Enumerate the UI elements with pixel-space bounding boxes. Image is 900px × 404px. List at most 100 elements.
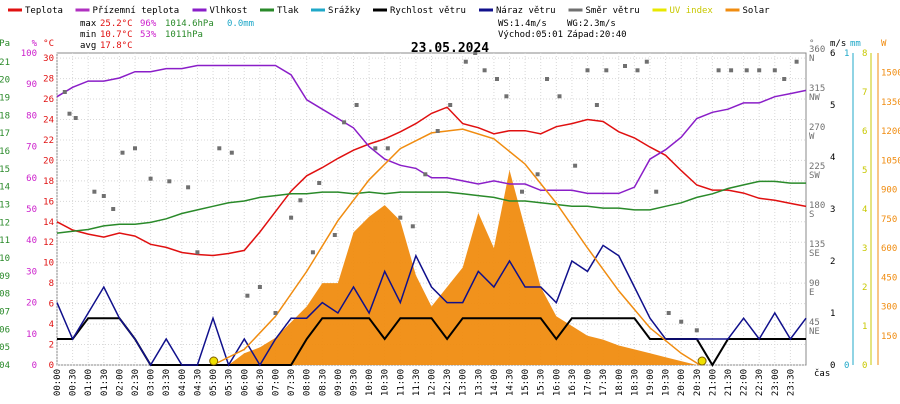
x-tick-label: 18:30	[630, 369, 640, 396]
x-tick-label: 05:00	[209, 369, 219, 396]
x-tick-label: 03:00	[147, 369, 157, 396]
axis-unit-rain: mm	[850, 39, 861, 49]
wind-direction-point	[482, 68, 487, 73]
axis-tick-pressure_hpa: 1004	[0, 361, 10, 371]
wind-direction-point	[654, 189, 659, 194]
wind-direction-point	[195, 250, 200, 255]
wind-direction-point	[694, 328, 699, 333]
x-tick-label: 14:00	[490, 369, 500, 396]
axis-tick-temp_c: 24	[43, 116, 54, 126]
x-tick-label: 05:30	[225, 369, 235, 396]
axis-tick-direction-label: NW	[809, 93, 820, 103]
axis-tick-pressure_hpa: 1015	[0, 165, 10, 175]
axis-tick-pressure_hpa: 1011	[0, 236, 10, 246]
axis-tick-direction: 225	[809, 162, 825, 172]
axis-tick-direction-label: N	[809, 54, 814, 64]
axis-tick-humidity_pct: 10	[26, 330, 37, 340]
legend-label: UV index	[670, 6, 714, 16]
axis-tick-direction: 90	[809, 279, 820, 289]
x-tick-label: 08:00	[303, 369, 313, 396]
axis-tick-temp_c: 4	[49, 320, 54, 330]
axis-unit-direction: °	[809, 39, 814, 49]
wind-direction-point	[520, 189, 524, 194]
wind-direction-point	[410, 224, 415, 229]
wind-direction-point	[545, 77, 549, 81]
axis-tick-pressure_hpa: 1007	[0, 308, 10, 318]
stat-avg-label: avg	[80, 41, 96, 51]
x-tick-label: 10:00	[365, 369, 375, 396]
axis-tick-temp_c: 0	[49, 361, 54, 371]
axis-tick-humidity_pct: 0	[32, 361, 37, 371]
series-vlhkost	[56, 64, 807, 195]
x-tick-label: 02:30	[131, 369, 141, 396]
wind-direction-point	[435, 129, 440, 133]
axis-tick-temp_c: 10	[43, 259, 54, 269]
legend-label: Směr větru	[586, 6, 640, 16]
wind-direction-point	[729, 68, 734, 73]
x-tick-label: 09:00	[334, 369, 344, 396]
x-tick-label: 14:30	[506, 369, 516, 396]
chart-title: 23.05.2024	[411, 41, 489, 56]
wind-direction-point	[573, 163, 578, 168]
axis-tick-temp_c: 30	[43, 54, 54, 64]
x-tick-label: 04:00	[178, 369, 188, 396]
wind-direction-point	[604, 68, 609, 73]
axis-tick-pressure_hpa: 1006	[0, 325, 10, 335]
wind-direction-point	[92, 189, 97, 194]
axis-tick-direction-label: SW	[809, 171, 820, 181]
wind-direction-point	[332, 233, 337, 237]
axis-tick-direction-label: NE	[809, 327, 820, 337]
wind-direction-point	[217, 146, 222, 151]
axis-tick-temp_c: 2	[49, 341, 54, 351]
axis-tick-direction: 45	[809, 318, 820, 328]
wind-direction-point	[273, 311, 278, 315]
axis-tick-pressure_hpa: 1019	[0, 94, 10, 104]
axis-tick-temp_c: 28	[43, 75, 54, 85]
axis-tick-temp_c: 12	[43, 238, 54, 248]
axis-tick-humidity_pct: 100	[21, 49, 37, 59]
axis-tick-wind: 3	[830, 205, 835, 215]
x-tick-label: 21:30	[724, 369, 734, 396]
x-axis-unit: čas	[814, 368, 830, 379]
axis-tick-solar: 600	[881, 244, 897, 254]
stat-min-temp: 10.7°C	[100, 30, 133, 40]
wind-direction-point	[133, 146, 137, 151]
wind-direction-point	[423, 172, 428, 177]
wind-direction-point	[167, 179, 172, 184]
x-tick-label: 10:30	[381, 369, 391, 396]
stat-min-hum: 53%	[140, 30, 157, 40]
wind-direction-point	[101, 194, 106, 198]
wind-direction-point	[289, 215, 294, 220]
axis-tick-uv: 0	[862, 361, 867, 371]
axis-tick-pressure_hpa: 1021	[0, 58, 10, 68]
axis-tick-direction: 135	[809, 240, 825, 250]
wind-direction-point	[448, 103, 453, 107]
wind-direction-point	[772, 68, 777, 73]
stat-max-temp: 25.2°C	[100, 19, 133, 29]
wind-direction-point	[245, 293, 250, 298]
axis-tick-uv: 4	[862, 205, 867, 215]
x-tick-label: 00:30	[69, 369, 79, 396]
wind-direction-point	[385, 146, 390, 151]
wind-direction-point	[744, 68, 749, 73]
wind-direction-point	[623, 64, 627, 68]
wind-direction-point	[679, 319, 684, 324]
axis-tick-direction: 270	[809, 123, 825, 133]
wind-direction-point	[757, 68, 762, 73]
axis-tick-humidity_pct: 40	[26, 236, 37, 246]
x-tick-label: 15:30	[537, 369, 547, 396]
x-tick-label: 03:30	[162, 369, 172, 396]
x-tick-label: 04:30	[193, 369, 203, 396]
axis-tick-humidity_pct: 30	[26, 267, 37, 277]
x-tick-label: 22:30	[755, 369, 765, 396]
wind-direction-point	[794, 59, 799, 64]
x-tick-label: 11:00	[396, 369, 406, 396]
wind-direction-point	[373, 146, 378, 151]
wind-direction-point	[495, 77, 499, 81]
stat-max-rain: 0.0mm	[227, 19, 254, 29]
axis-tick-rain: 0	[844, 361, 849, 371]
sunset-text: Západ:20:40	[567, 30, 627, 40]
wind-direction-point	[342, 120, 347, 125]
axis-tick-solar: 1050	[881, 156, 900, 166]
